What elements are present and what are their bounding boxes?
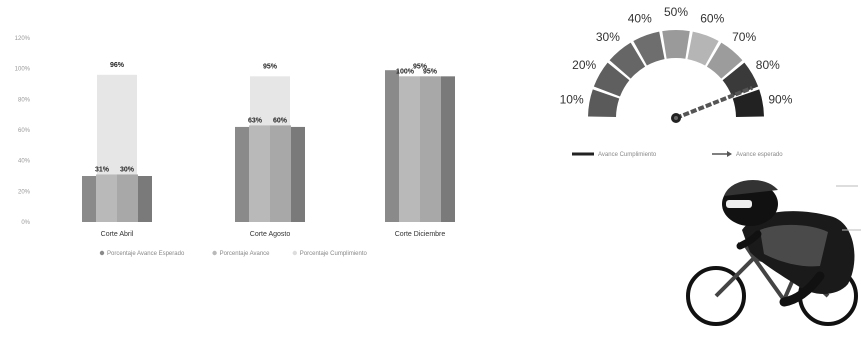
bar-avance-esperado — [235, 126, 249, 222]
gauge-segment — [609, 42, 646, 79]
bar-avance — [249, 125, 270, 222]
gauge-segment — [722, 62, 759, 97]
bar-legend-item: Porcentaje Avance — [220, 251, 271, 257]
gauge-tick-label: 90% — [768, 93, 792, 107]
gauge-tick-label: 50% — [664, 5, 688, 19]
bar-data-label: 100% — [396, 68, 415, 75]
gauge-segment — [588, 89, 620, 117]
bar-data-labels: 31% 30%96%63% 60%95%100% 95%95% — [95, 62, 438, 174]
legend-arrowhead-icon — [727, 151, 732, 157]
gauge-tick-label: 70% — [732, 30, 756, 44]
gauge-legend: Avance Cumplimiento Avance esperado — [572, 151, 783, 158]
bar-avance — [420, 76, 441, 222]
legend-marker-icon — [212, 250, 217, 256]
gauge-tick-label: 60% — [700, 11, 724, 25]
bar-avance — [270, 125, 291, 222]
y-tick-label: 60% — [18, 128, 31, 134]
bar-avance — [96, 174, 117, 222]
legend-marker-icon — [292, 250, 297, 256]
bar-avance-esperado — [82, 176, 96, 222]
bar-legend: Porcentaje Avance Esperado Porcentaje Ava… — [99, 250, 368, 257]
bars — [82, 70, 455, 222]
gauge-chart: 10% 20%30% 40% 50% 60% 70%80% 90% — [560, 5, 793, 123]
gauge-legend-item-1: Avance esperado — [736, 152, 783, 158]
gauge-hub-inner — [674, 116, 678, 120]
bar-legend-item: Porcentaje Avance Esperado — [107, 251, 185, 257]
category-label: Corte Abril — [101, 231, 134, 238]
y-tick-label: 120% — [15, 36, 31, 42]
bar-data-label: 60% — [273, 117, 288, 124]
bar-data-label: 31% — [95, 166, 110, 173]
gauge-segment — [662, 29, 690, 59]
bar-avance — [117, 174, 138, 222]
bar-chart: 0% 20% 40% 60% 80% 100% 120% 31% 30% 96% 63% 60% 95… — [15, 36, 455, 257]
y-axis: 0% 20% 40% 60% 80% 100% 120% — [15, 36, 31, 226]
y-tick-label: 40% — [18, 159, 31, 165]
bar-avance-esperado — [385, 70, 399, 222]
gauge-tick-labels: 10% 20%30% 40% 50% 60% 70%80% 90% — [560, 5, 793, 107]
gauge-tick-label: 40% — [628, 11, 652, 25]
category-label: Corte Diciembre — [395, 231, 446, 238]
gauge-needle — [671, 85, 753, 123]
gauge-segment — [633, 31, 665, 66]
gauge-tick-label: 80% — [756, 58, 780, 72]
y-tick-label: 100% — [15, 67, 31, 73]
legend-marker-icon — [99, 250, 105, 256]
bar-data-label: 95% — [423, 68, 438, 75]
bar-data-label: 63% — [248, 117, 263, 124]
y-tick-label: 80% — [18, 97, 31, 103]
bear-cyclist-icon — [686, 179, 861, 326]
gauge-tick-label: 30% — [596, 30, 620, 44]
y-tick-label: 20% — [18, 189, 31, 195]
gauge-needle-line — [675, 85, 753, 120]
gauge-segment — [593, 62, 630, 97]
bar-data-label: 95% — [263, 63, 278, 70]
category-labels: Corte Abril Corte Agosto Corte Diciembre — [101, 231, 446, 238]
bar-avance-esperado — [291, 126, 305, 222]
bar-avance — [399, 76, 420, 222]
y-tick-label: 0% — [21, 220, 30, 226]
bar-data-label: 96% — [110, 62, 125, 69]
bar-data-label: 30% — [120, 166, 135, 173]
bar-avance-esperado — [441, 76, 455, 222]
bar-legend-item: Porcentaje Cumplimiento — [300, 251, 368, 257]
category-label: Corte Agosto — [250, 231, 291, 238]
gauge-legend-item-0: Avance Cumplimiento — [598, 152, 657, 158]
gauge-tick-label: 20% — [572, 58, 596, 72]
gauge-segment — [706, 42, 743, 79]
gauge-segments — [588, 29, 764, 117]
gauge-segment — [687, 31, 719, 66]
gauge-tick-label: 10% — [560, 93, 584, 107]
bar-avance-esperado — [138, 176, 152, 222]
bar-data-label: 95% — [413, 63, 428, 70]
gauge-segment — [732, 89, 764, 117]
